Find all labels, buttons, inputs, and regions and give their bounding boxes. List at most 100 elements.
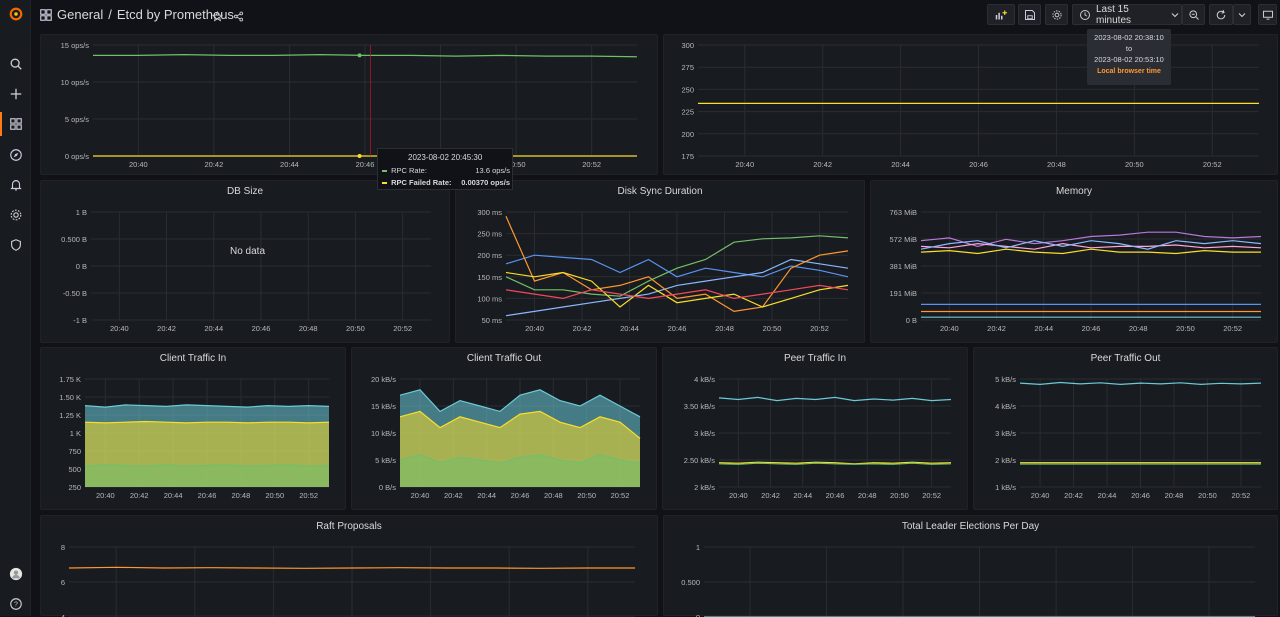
y-tick-label: 10 kB/s xyxy=(371,429,396,438)
memory-panel[interactable]: Memory 763 MiB 572 MiB 381 MiB 191 MiB 0 B 20… xyxy=(870,180,1278,343)
panel-title: Raft Proposals xyxy=(316,521,382,532)
dashboards-icon[interactable] xyxy=(0,112,31,136)
y-tick-label: 150 ms xyxy=(477,273,502,282)
x-tick-label: 20:50 xyxy=(1176,324,1195,333)
active-indicator xyxy=(0,112,2,136)
avatar[interactable] xyxy=(0,562,31,586)
x-tick-label: 20:46 xyxy=(969,160,988,169)
x-tick-label: 20:40 xyxy=(729,491,748,500)
y-tick-label: 763 MiB xyxy=(889,208,917,217)
x-tick-label: 20:44 xyxy=(1034,324,1053,333)
x-tick-label: 20:48 xyxy=(1165,491,1184,500)
dashboard-settings-button[interactable] xyxy=(1045,4,1068,25)
y-tick-label: 1 xyxy=(696,543,700,552)
tooltip-value: 0.00370 ops/s xyxy=(461,178,510,187)
x-tick-label: 20:50 xyxy=(577,491,596,500)
y-tick-label: 3.50 kB/s xyxy=(684,402,716,411)
memory-chart: 763 MiB 572 MiB 381 MiB 191 MiB 0 B 20:40 20:4… xyxy=(889,208,1262,333)
breadcrumb-dashboard[interactable]: Etcd by Prometheus xyxy=(116,7,234,22)
help-icon[interactable]: ? xyxy=(0,592,31,616)
tooltip-label: RPC Rate: xyxy=(391,166,427,175)
y-tick-label: 1.50 K xyxy=(59,393,81,402)
db-size-panel[interactable]: DB Size 1 B 0.500 B 0 B -0.50 B -1 B 20:40 20:… xyxy=(40,180,450,343)
sidebar: ? xyxy=(0,0,31,616)
x-tick-label: 20:42 xyxy=(204,160,223,169)
y-tick-label: 0 B xyxy=(76,262,87,271)
disk-sync-duration-panel[interactable]: Disk Sync Duration 300 ms 250 ms 200 ms 150… xyxy=(455,180,865,343)
star-icon[interactable] xyxy=(211,9,224,27)
y-tick-label: 1.75 K xyxy=(59,375,81,384)
x-tick-label: 20:44 xyxy=(204,324,223,333)
series-line xyxy=(84,404,330,408)
dashboards-grid-icon[interactable] xyxy=(40,8,52,21)
y-tick-label: 8 xyxy=(61,543,65,552)
tv-mode-button[interactable] xyxy=(1258,4,1277,25)
tooltip-row: RPC Rate: 13.6 ops/s xyxy=(382,166,510,175)
y-tick-label: 225 xyxy=(681,108,694,117)
graph-hover-tooltip: 2023-08-02 20:45:30 RPC Rate: 13.6 ops/s… xyxy=(377,148,513,190)
panel-title: Disk Sync Duration xyxy=(617,186,703,197)
x-tick-label: 20:40 xyxy=(411,491,430,500)
series-line xyxy=(84,420,330,424)
plus-icon[interactable] xyxy=(0,82,31,106)
x-tick-label: 20:46 xyxy=(1131,491,1150,500)
panel-title: Client Traffic In xyxy=(159,353,227,364)
peer-traffic-in-panel[interactable]: Peer Traffic In 4 kB/s 3.50 kB/s 3 kB/s 2.5… xyxy=(662,347,968,510)
y-tick-label: 2 kB/s xyxy=(995,456,1016,465)
peer-traffic-out-panel[interactable]: Peer Traffic Out 5 kB/s 4 kB/s 3 kB/s 2 kB/… xyxy=(973,347,1278,510)
time-picker-button[interactable]: Last 15 minutes xyxy=(1072,4,1182,26)
y-tick-label: 4 xyxy=(61,613,65,617)
refresh-interval-dropdown[interactable] xyxy=(1233,4,1251,25)
rpc-rate-panel[interactable]: 15 ops/s 10 ops/s 5 ops/s 0 ops/s 20:40 20:42… xyxy=(40,34,658,175)
y-tick-label: 4 kB/s xyxy=(995,402,1016,411)
active-streams-panel[interactable]: 300 275 250 225 200 175 20:40 20:42 20:44 20:46 20… xyxy=(663,34,1278,175)
x-tick-label: 20:44 xyxy=(793,491,812,500)
panel-title: Memory xyxy=(1055,186,1093,197)
x-tick-label: 20:40 xyxy=(1031,491,1050,500)
add-panel-button[interactable] xyxy=(987,4,1015,25)
search-icon[interactable] xyxy=(0,52,31,76)
series-line xyxy=(84,464,330,467)
x-tick-label: 20:50 xyxy=(763,324,782,333)
client-traffic-in-panel[interactable]: Client Traffic In 1.75 K 1.50 K 1.25 K 1 K 7… xyxy=(40,347,346,510)
hover-point xyxy=(357,153,362,158)
time-zone-label: Local browser time xyxy=(1097,68,1161,75)
y-tick-label: 250 xyxy=(68,483,81,492)
alerting-bell-icon[interactable] xyxy=(0,173,31,197)
y-tick-label: 1 kB/s xyxy=(995,483,1016,492)
x-tick-label: 20:52 xyxy=(1232,491,1251,500)
client-traffic-out-panel[interactable]: Client Traffic Out 20 kB/s 15 kB/s 10 kB/s… xyxy=(351,347,657,510)
y-tick-label: 0 xyxy=(696,613,700,617)
breadcrumb-separator: / xyxy=(108,7,112,22)
x-tick-label: 20:52 xyxy=(1203,160,1222,169)
active-streams-chart: 300 275 250 225 200 175 20:40 20:42 20:44 20:46 20… xyxy=(681,41,1259,169)
y-tick-label: 5 ops/s xyxy=(65,115,89,124)
x-tick-label: 20:44 xyxy=(280,160,299,169)
leader-elections-panel[interactable]: Total Leader Elections Per Day 1 0.500 0 xyxy=(663,515,1278,617)
x-tick-label: 20:46 xyxy=(511,491,530,500)
grafana-logo-icon[interactable] xyxy=(0,2,31,26)
series-line xyxy=(920,231,1262,248)
x-tick-label: 20:46 xyxy=(826,491,845,500)
gear-icon[interactable] xyxy=(0,203,31,227)
y-tick-label: 275 xyxy=(681,63,694,72)
refresh-button[interactable] xyxy=(1209,4,1233,25)
x-tick-label: 20:42 xyxy=(157,324,176,333)
x-tick-label: 20:46 xyxy=(356,160,375,169)
explore-compass-icon[interactable] xyxy=(0,143,31,167)
panel-title: Peer Traffic In xyxy=(783,353,847,364)
y-tick-label: 20 kB/s xyxy=(371,375,396,384)
save-dashboard-button[interactable] xyxy=(1018,4,1041,25)
share-icon[interactable] xyxy=(233,9,244,27)
time-from: 2023-08-02 20:38:10 xyxy=(1094,33,1164,42)
svg-text:?: ? xyxy=(14,602,18,609)
breadcrumb-folder[interactable]: General xyxy=(57,7,104,22)
raft-proposals-panel[interactable]: Raft Proposals 8 6 4 xyxy=(40,515,658,617)
shield-icon[interactable] xyxy=(0,233,31,257)
chevron-down-icon xyxy=(1169,9,1181,21)
x-tick-label: 20:40 xyxy=(940,324,959,333)
clock-icon xyxy=(1079,9,1091,21)
zoom-out-button[interactable] xyxy=(1182,4,1205,25)
x-tick-label: 20:50 xyxy=(1125,160,1144,169)
y-tick-label: 572 MiB xyxy=(889,235,917,244)
